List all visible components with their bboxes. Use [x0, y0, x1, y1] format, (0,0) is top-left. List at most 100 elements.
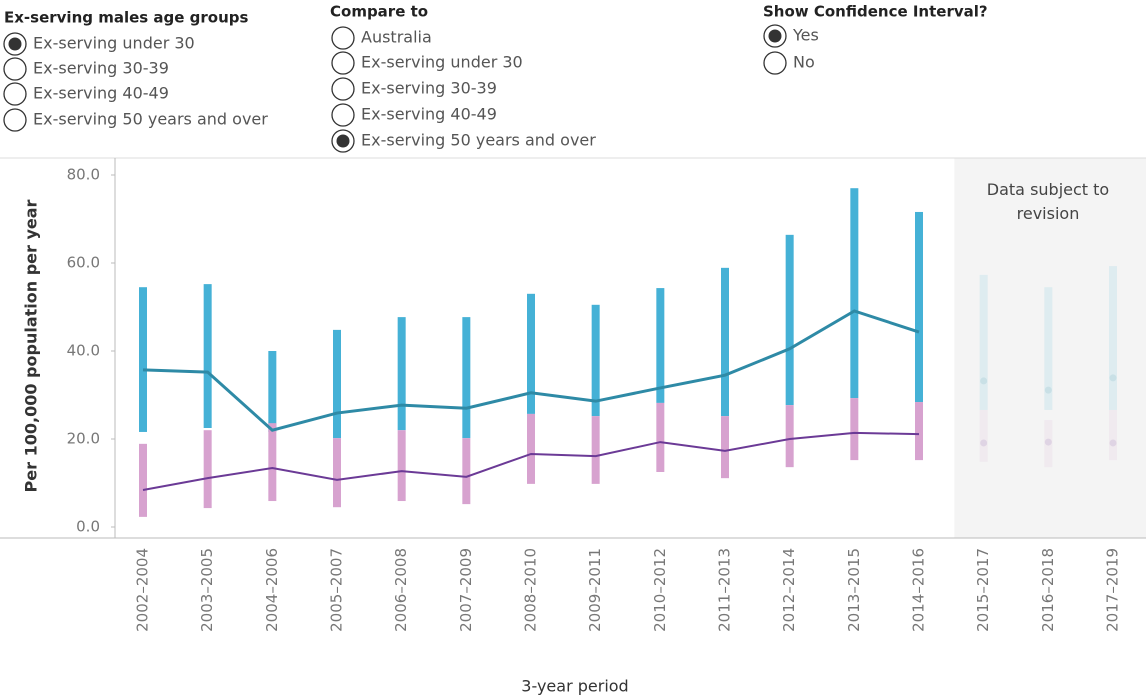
x-tick-label: 2011–2013	[716, 548, 734, 632]
confidence-bar	[139, 443, 147, 517]
confidence-bar	[915, 211, 923, 403]
radio-label[interactable]: Ex-serving under 30	[33, 34, 195, 53]
point	[1109, 439, 1117, 447]
confidence-bar	[527, 413, 535, 484]
confidence-bar	[656, 402, 665, 472]
revision-label: Data subject to revision	[987, 180, 1109, 223]
confidence-bar	[397, 317, 406, 431]
x-tick-label: 2012–2014	[780, 548, 798, 632]
confidence-bar	[785, 234, 794, 406]
x-tick-label: 2013–2015	[845, 548, 863, 632]
confidence-bar	[462, 317, 471, 439]
confidence-bar	[1044, 287, 1053, 410]
radio-dot[interactable]	[336, 134, 350, 148]
radio-circle[interactable]	[3, 82, 27, 106]
radio-option[interactable]: Ex-serving 40-49	[331, 103, 497, 127]
x-tick-label: 2002–2004	[134, 548, 152, 632]
radio-circle[interactable]	[763, 51, 787, 75]
radio-option[interactable]: Ex-serving under 30	[331, 51, 523, 75]
radio-label[interactable]: Australia	[361, 28, 432, 47]
point	[1044, 386, 1052, 394]
radio-circle[interactable]	[331, 103, 355, 127]
confidence-bar	[333, 329, 341, 439]
x-tick-label: 2010–2012	[651, 548, 669, 632]
radio-label[interactable]: Ex-serving 50 years and over	[33, 110, 268, 129]
y-tick-label: 40.0	[67, 342, 100, 360]
confidence-bar	[721, 416, 729, 479]
radio-option[interactable]: Ex-serving under 30	[3, 32, 195, 56]
confidence-bar	[462, 438, 471, 505]
control-title: Ex-serving males age groups	[4, 9, 249, 27]
x-tick-label: 2004–2006	[263, 548, 281, 632]
radio-label[interactable]: Ex-serving 30-39	[33, 59, 169, 78]
radio-circle[interactable]	[3, 108, 27, 132]
confidence-bar	[979, 409, 988, 462]
confidence-bar	[656, 288, 665, 403]
radio-label[interactable]: Yes	[792, 26, 819, 45]
y-tick-label: 80.0	[67, 166, 100, 184]
radio-dot[interactable]	[768, 29, 782, 43]
revision-region	[954, 158, 1146, 538]
x-axis-title: 3-year period	[521, 677, 628, 696]
x-tick-label: 2016–2018	[1039, 548, 1057, 632]
radio-option[interactable]: Ex-serving 50 years and over	[331, 129, 596, 153]
confidence-bar	[591, 416, 600, 484]
radio-circle[interactable]	[331, 77, 355, 101]
confidence-bar	[915, 402, 923, 461]
radio-label[interactable]: Ex-serving 50 years and over	[361, 131, 596, 150]
confidence-bar	[721, 267, 729, 417]
confidence-bar	[1109, 409, 1117, 461]
confidence-bar	[850, 398, 859, 461]
confidence-bar	[203, 284, 212, 428]
y-tick-label: 0.0	[76, 518, 100, 536]
confidence-bar	[1044, 420, 1053, 468]
radio-label[interactable]: Ex-serving 40-49	[361, 105, 497, 124]
x-tick-label: 2008–2010	[522, 548, 540, 632]
confidence-bar	[1109, 266, 1117, 410]
radio-option[interactable]: Ex-serving 30-39	[331, 77, 497, 101]
y-tick-label: 60.0	[67, 254, 100, 272]
x-tick-label: 2007–2009	[457, 548, 475, 632]
confidence-bar	[785, 405, 794, 468]
confidence-bar	[979, 274, 988, 410]
series-line	[142, 431, 920, 492]
radio-label[interactable]: Ex-serving 30-39	[361, 79, 497, 98]
x-tick-label: 2015–2017	[974, 548, 992, 632]
radio-label[interactable]: Ex-serving under 30	[361, 53, 523, 72]
y-tick-label: 20.0	[67, 430, 100, 448]
radio-option[interactable]: Ex-serving 40-49	[3, 82, 169, 106]
radio-circle[interactable]	[3, 57, 27, 81]
radio-option[interactable]: Yes	[763, 24, 819, 48]
confidence-bar	[139, 287, 147, 432]
confidence-bar	[397, 430, 406, 502]
confidence-bar	[591, 304, 600, 417]
series-line	[142, 309, 920, 432]
radio-circle[interactable]	[331, 51, 355, 75]
radio-circle[interactable]	[331, 26, 355, 50]
x-tick-label: 2006–2008	[392, 548, 410, 632]
control-title: Show Confidence Interval?	[763, 3, 988, 21]
confidence-bar	[527, 293, 535, 414]
point	[980, 439, 988, 447]
confidence-bar	[268, 351, 277, 432]
x-tick-label: 2017–2019	[1104, 548, 1122, 632]
confidence-bar	[333, 438, 341, 508]
x-tick-label: 2003–2005	[198, 548, 216, 632]
x-tick-label: 2009–2011	[586, 548, 604, 632]
radio-dot[interactable]	[8, 37, 22, 51]
point	[1109, 374, 1117, 382]
x-tick-label: 2005–2007	[328, 548, 346, 632]
radio-option[interactable]: Australia	[331, 26, 432, 50]
confidence-bar	[203, 430, 212, 509]
radio-option[interactable]: Ex-serving 50 years and over	[3, 108, 268, 132]
radio-label[interactable]: Ex-serving 40-49	[33, 84, 169, 103]
confidence-bar	[268, 423, 277, 502]
point	[1044, 438, 1052, 446]
radio-label[interactable]: No	[793, 53, 815, 72]
control-title: Compare to	[330, 3, 428, 21]
x-tick-label: 2014–2016	[910, 548, 928, 632]
point	[980, 377, 988, 385]
radio-option[interactable]: No	[763, 51, 815, 75]
radio-option[interactable]: Ex-serving 30-39	[3, 57, 169, 81]
